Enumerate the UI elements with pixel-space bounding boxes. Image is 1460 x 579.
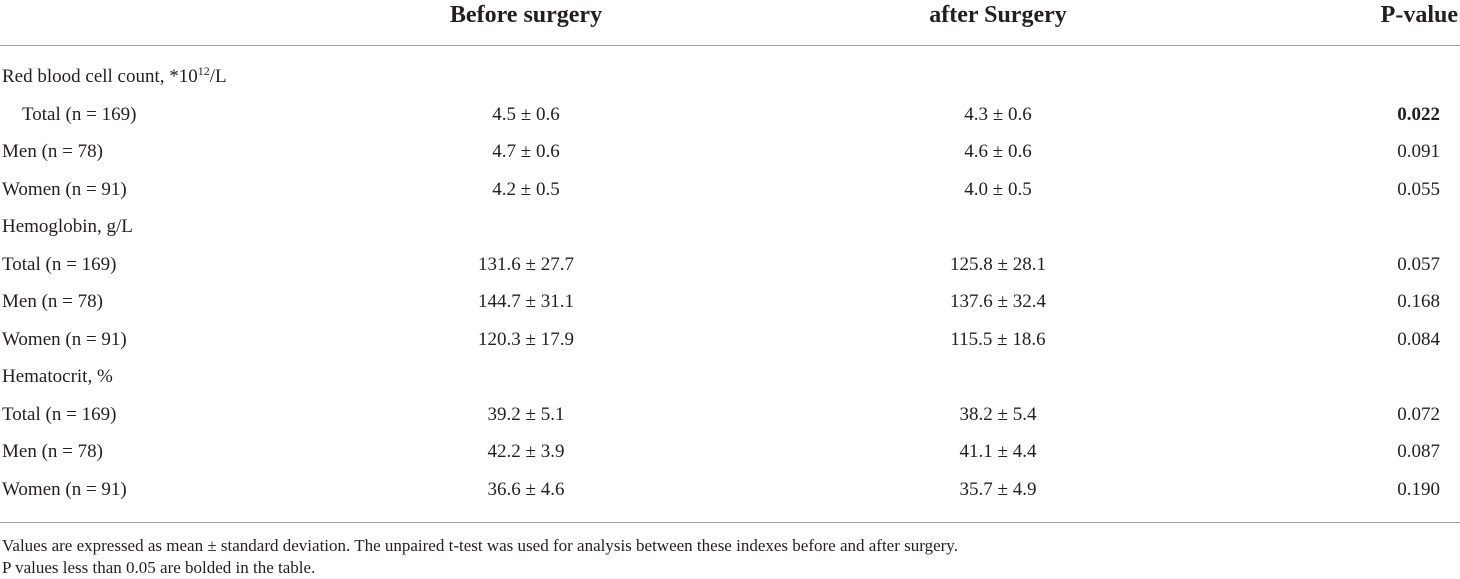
footer-rule bbox=[0, 522, 1460, 523]
row-label-text: Hematocrit, % bbox=[2, 366, 113, 387]
p-value-cell: 0.168 bbox=[1397, 291, 1440, 312]
row-label: Men (n = 78) bbox=[2, 287, 103, 317]
row-label-text: Total (n = 169) bbox=[2, 404, 117, 425]
row-label: Total (n = 169) bbox=[2, 400, 116, 430]
p-value-cell: 0.057 bbox=[1397, 254, 1440, 275]
row-label: Women (n = 91) bbox=[2, 475, 127, 505]
before-surgery-value: 36.6 ± 4.6 bbox=[487, 479, 565, 500]
after-surgery-value: 41.1 ± 4.4 bbox=[959, 441, 1037, 462]
header-rule bbox=[0, 45, 1460, 46]
table-row: Women (n = 91) 4.2 ± 0.5 4.0 ± 0.5 0.055 bbox=[0, 175, 1460, 205]
row-label-text: Women (n = 91) bbox=[2, 329, 127, 350]
row-label: Total (n = 169) bbox=[22, 100, 136, 130]
table-row: Total (n = 169) 131.6 ± 27.7 125.8 ± 28.1 0… bbox=[0, 250, 1460, 280]
table-note-1: Values are expressed as mean ± standard … bbox=[2, 536, 958, 555]
header-after-label: after Surgery bbox=[929, 2, 1067, 28]
row-label-text: Women (n = 91) bbox=[2, 179, 127, 200]
p-value-cell: 0.055 bbox=[1397, 179, 1440, 200]
after-surgery-value: 35.7 ± 4.9 bbox=[959, 479, 1037, 500]
table-row: Men (n = 78) 144.7 ± 31.1 137.6 ± 32.4 0.16… bbox=[0, 287, 1460, 317]
after-surgery-value: 4.3 ± 0.6 bbox=[964, 104, 1032, 125]
table-row: Women (n = 91) 120.3 ± 17.9 115.5 ± 18.6 0.… bbox=[0, 325, 1460, 355]
p-value-cell: 0.091 bbox=[1397, 141, 1440, 162]
row-label: Total (n = 169) bbox=[2, 250, 116, 280]
header-before-label: Before surgery bbox=[449, 2, 603, 28]
after-surgery-value: 115.5 ± 18.6 bbox=[950, 329, 1046, 350]
row-label-text: Total (n = 169) bbox=[2, 254, 117, 275]
row-label-suffix: /L bbox=[209, 66, 227, 87]
table-row: Total (n = 169) 4.5 ± 0.6 4.3 ± 0.6 0.022 bbox=[0, 100, 1460, 130]
row-label-text: Men (n = 78) bbox=[2, 441, 103, 462]
section-header-row: Red blood cell count, *1012/L bbox=[0, 62, 1460, 92]
row-label: Women (n = 91) bbox=[2, 325, 127, 355]
row-label: Men (n = 78) bbox=[2, 137, 103, 167]
before-surgery-value: 131.6 ± 27.7 bbox=[478, 254, 574, 275]
section-header-row: Hematocrit, % bbox=[0, 362, 1460, 392]
table-row: Women (n = 91) 36.6 ± 4.6 35.7 ± 4.9 0.190 bbox=[0, 475, 1460, 505]
before-surgery-value: 4.5 ± 0.6 bbox=[492, 104, 560, 125]
row-label-text: Red blood cell count, *10 bbox=[2, 66, 198, 87]
after-surgery-value: 125.8 ± 28.1 bbox=[950, 254, 1046, 275]
section-label: Red blood cell count, *1012/L bbox=[2, 62, 227, 92]
header-p-value: P-value bbox=[1380, 2, 1458, 28]
table-note-2: P values less than 0.05 are bolded in th… bbox=[2, 558, 316, 577]
table-row: Men (n = 78) 42.2 ± 3.9 41.1 ± 4.4 0.087 bbox=[0, 437, 1460, 467]
after-surgery-value: 4.6 ± 0.6 bbox=[964, 141, 1032, 162]
before-surgery-value: 4.2 ± 0.5 bbox=[492, 179, 560, 200]
row-label-text: Women (n = 91) bbox=[2, 479, 127, 500]
before-surgery-value: 144.7 ± 31.1 bbox=[478, 291, 574, 312]
before-surgery-value: 120.3 ± 17.9 bbox=[478, 329, 574, 350]
after-surgery-value: 4.0 ± 0.5 bbox=[964, 179, 1032, 200]
row-label: Men (n = 78) bbox=[2, 437, 103, 467]
row-label-superscript: 12 bbox=[197, 64, 210, 78]
p-value-cell: 0.087 bbox=[1397, 441, 1440, 462]
section-label: Hematocrit, % bbox=[2, 362, 113, 392]
after-surgery-value: 38.2 ± 5.4 bbox=[959, 404, 1037, 425]
before-surgery-value: 42.2 ± 3.9 bbox=[487, 441, 565, 462]
p-value-cell: 0.022 bbox=[1397, 104, 1440, 125]
section-label: Hemoglobin, g/L bbox=[2, 212, 133, 242]
row-label-text: Total (n = 169) bbox=[22, 104, 137, 125]
p-value-cell: 0.084 bbox=[1397, 329, 1440, 350]
table-row: Total (n = 169) 39.2 ± 5.1 38.2 ± 5.4 0.072 bbox=[0, 400, 1460, 430]
table-row: Men (n = 78) 4.7 ± 0.6 4.6 ± 0.6 0.091 bbox=[0, 137, 1460, 167]
p-value-cell: 0.072 bbox=[1397, 404, 1440, 425]
row-label: Women (n = 91) bbox=[2, 175, 127, 205]
row-label-text: Men (n = 78) bbox=[2, 141, 103, 162]
section-header-row: Hemoglobin, g/L bbox=[0, 212, 1460, 242]
after-surgery-value: 137.6 ± 32.4 bbox=[950, 291, 1046, 312]
before-surgery-value: 4.7 ± 0.6 bbox=[492, 141, 560, 162]
before-surgery-value: 39.2 ± 5.1 bbox=[487, 404, 565, 425]
row-label-text: Hemoglobin, g/L bbox=[2, 216, 133, 237]
p-value-cell: 0.190 bbox=[1397, 479, 1440, 500]
row-label-text: Men (n = 78) bbox=[2, 291, 103, 312]
